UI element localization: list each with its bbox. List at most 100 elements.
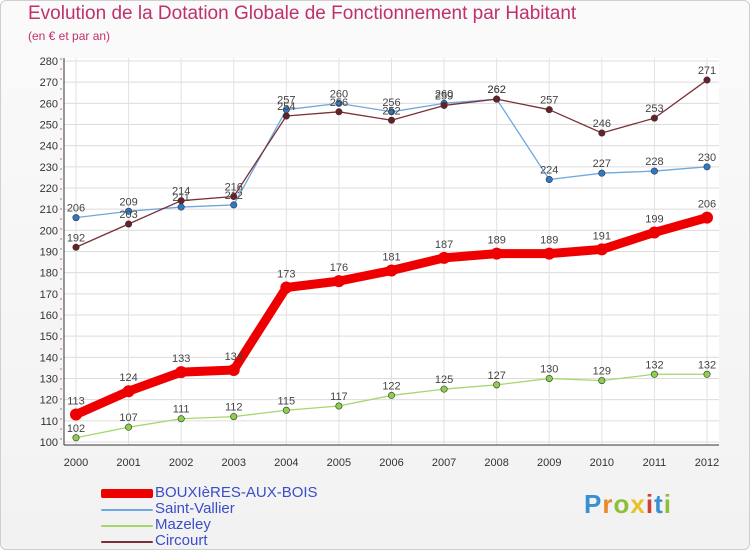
- data-point-saint-vallier: [545, 176, 553, 184]
- legend-label: Saint-Vallier: [155, 500, 235, 517]
- data-point-circourt: [335, 108, 343, 116]
- x-tick-label: 2005: [327, 457, 351, 469]
- y-tick-label: 280: [40, 56, 58, 68]
- data-label-circourt: 253: [645, 103, 663, 115]
- data-label-bouxi-res-aux-bois: 176: [330, 262, 348, 274]
- data-point-bouxi-res-aux-bois: [175, 366, 188, 379]
- data-point-bouxi-res-aux-bois: [122, 385, 135, 398]
- data-label-circourt: 254: [277, 101, 295, 113]
- x-tick-label: 2004: [274, 457, 298, 469]
- data-label-circourt: 246: [593, 118, 611, 130]
- proxiti-logo: Proxiti: [584, 489, 672, 520]
- data-point-mazeley: [177, 415, 185, 423]
- data-label-saint-vallier: 260: [330, 88, 348, 100]
- data-label-saint-vallier: 260: [435, 88, 453, 100]
- data-label-circourt: 203: [119, 209, 137, 221]
- data-point-bouxi-res-aux-bois: [490, 247, 503, 260]
- x-tick-label: 2007: [432, 457, 456, 469]
- x-tick-label: 2003: [222, 457, 246, 469]
- data-point-saint-vallier: [703, 163, 711, 171]
- x-tick-label: 2008: [484, 457, 508, 469]
- data-label-bouxi-res-aux-bois: 191: [593, 230, 611, 242]
- data-point-bouxi-res-aux-bois: [70, 408, 82, 421]
- data-label-circourt: 214: [172, 186, 190, 198]
- chart-title: Evolution de la Dotation Globale de Fonc…: [28, 3, 577, 24]
- data-point-mazeley: [703, 370, 711, 378]
- data-label-saint-vallier: 206: [67, 203, 85, 215]
- chart-subtitle: (en € et par an): [28, 29, 111, 43]
- y-tick-label: 210: [40, 204, 58, 216]
- data-label-saint-vallier: 224: [540, 165, 558, 177]
- data-label-mazeley: 107: [119, 412, 137, 424]
- data-point-bouxi-res-aux-bois: [280, 281, 293, 294]
- data-point-mazeley: [440, 385, 448, 393]
- y-tick-label: 110: [40, 416, 58, 428]
- y-tick-label: 140: [40, 352, 58, 364]
- data-point-mazeley: [493, 381, 501, 389]
- data-label-saint-vallier: 230: [698, 152, 716, 164]
- x-tick-label: 2010: [590, 457, 614, 469]
- logo-letter: i: [645, 489, 655, 519]
- legend-swatch: [101, 509, 153, 511]
- data-label-saint-vallier: 228: [645, 156, 663, 168]
- logo-letter: i: [663, 489, 672, 519]
- data-label-mazeley: 115: [278, 395, 296, 407]
- data-label-saint-vallier: 227: [593, 158, 611, 170]
- legend-label: BOUXIèRES-AUX-BOIS: [155, 484, 318, 501]
- data-point-saint-vallier: [387, 108, 395, 116]
- logo-letter: x: [630, 489, 646, 519]
- data-label-bouxi-res-aux-bois: 133: [172, 353, 190, 365]
- y-tick-label: 250: [40, 120, 58, 132]
- x-tick-label: 2000: [64, 457, 88, 469]
- data-point-saint-vallier: [177, 203, 185, 211]
- logo-letter: t: [654, 489, 664, 519]
- data-point-mazeley: [125, 423, 133, 431]
- data-label-mazeley: 125: [435, 374, 453, 386]
- data-label-bouxi-res-aux-bois: 124: [119, 372, 137, 384]
- data-point-circourt: [387, 116, 395, 124]
- data-label-saint-vallier: 262: [487, 84, 505, 96]
- data-point-bouxi-res-aux-bois: [701, 211, 713, 224]
- data-point-circourt: [598, 129, 606, 137]
- data-point-circourt: [440, 101, 448, 109]
- data-label-bouxi-res-aux-bois: 206: [698, 199, 716, 211]
- x-tick-label: 2009: [537, 457, 561, 469]
- x-tick-label: 2011: [643, 457, 667, 469]
- data-point-bouxi-res-aux-bois: [543, 247, 556, 260]
- data-label-saint-vallier: 257: [277, 95, 295, 107]
- y-tick-label: 150: [40, 331, 58, 343]
- y-tick-label: 240: [40, 141, 58, 153]
- data-label-circourt: 256: [330, 97, 348, 109]
- y-tick-label: 190: [40, 247, 58, 259]
- data-label-mazeley: 102: [67, 423, 85, 435]
- data-label-mazeley: 122: [382, 380, 400, 392]
- data-label-mazeley: 127: [487, 370, 505, 382]
- logo-letter: r: [602, 489, 614, 519]
- legend-label: Circourt: [155, 532, 208, 549]
- data-label-bouxi-res-aux-bois: 199: [645, 213, 663, 225]
- y-tick-label: 260: [40, 98, 58, 110]
- data-label-bouxi-res-aux-bois: 113: [67, 395, 85, 407]
- data-point-saint-vallier: [335, 99, 343, 107]
- data-point-bouxi-res-aux-bois: [227, 364, 240, 377]
- data-point-circourt: [650, 114, 658, 122]
- data-label-circourt: 259: [435, 90, 453, 102]
- x-tick-label: 2006: [379, 457, 403, 469]
- legend-label: Mazeley: [155, 516, 211, 533]
- data-label-circourt: 192: [67, 232, 85, 244]
- data-label-mazeley: 112: [225, 402, 243, 414]
- x-tick-label: 2001: [116, 457, 140, 469]
- data-label-circourt: 252: [382, 105, 400, 117]
- x-tick-label: 2002: [169, 457, 193, 469]
- y-tick-label: 270: [40, 77, 58, 89]
- data-point-circourt: [177, 197, 185, 205]
- data-point-circourt: [230, 192, 238, 200]
- data-point-circourt: [545, 106, 553, 114]
- data-point-saint-vallier: [598, 169, 606, 177]
- y-tick-label: 160: [40, 310, 58, 322]
- data-point-circourt: [493, 95, 501, 103]
- y-tick-label: 170: [40, 289, 58, 301]
- data-point-mazeley: [282, 406, 290, 414]
